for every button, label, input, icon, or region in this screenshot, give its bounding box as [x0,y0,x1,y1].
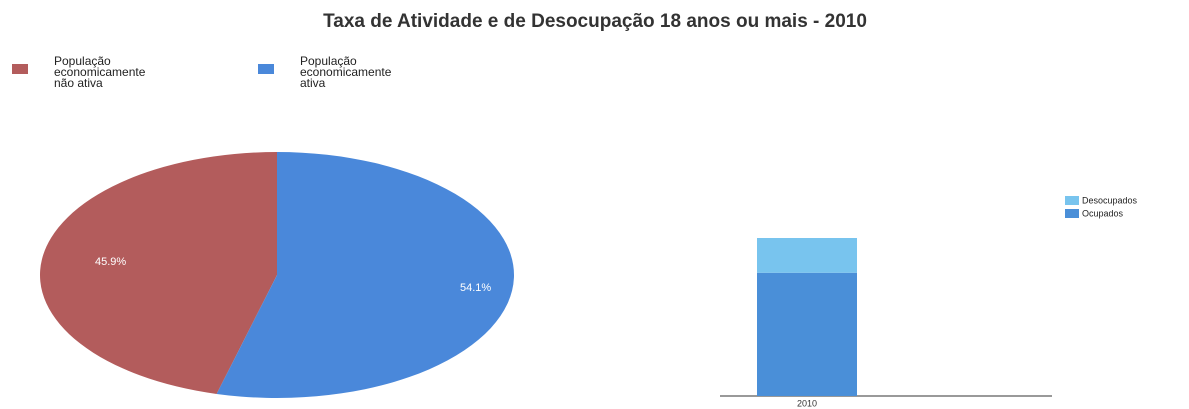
legend-swatch [1065,209,1079,218]
legend-label: Ocupados [1082,208,1124,218]
bar-segment [757,272,857,396]
data-label: 54.1% [460,282,491,294]
legend-swatch [12,64,28,74]
x-tick-label: 2010 [797,398,817,408]
legend-label: População economicamente ativa [300,56,392,90]
legend-label-box: População economicamente ativa [300,56,392,90]
legend-swatch [1065,196,1079,205]
legend-label: População economicamente não ativa [54,56,146,90]
bar-segment [757,238,857,273]
chart-title: Taxa de Atividade e de Desocupação 18 an… [323,11,867,32]
legend-swatch [258,64,274,74]
legend-label: Desocupados [1082,195,1138,205]
data-label: 45.9% [95,256,126,268]
pie-slice [216,152,515,398]
pie-slice [40,152,277,394]
legend-label-box: População economicamente não ativa [54,56,146,90]
